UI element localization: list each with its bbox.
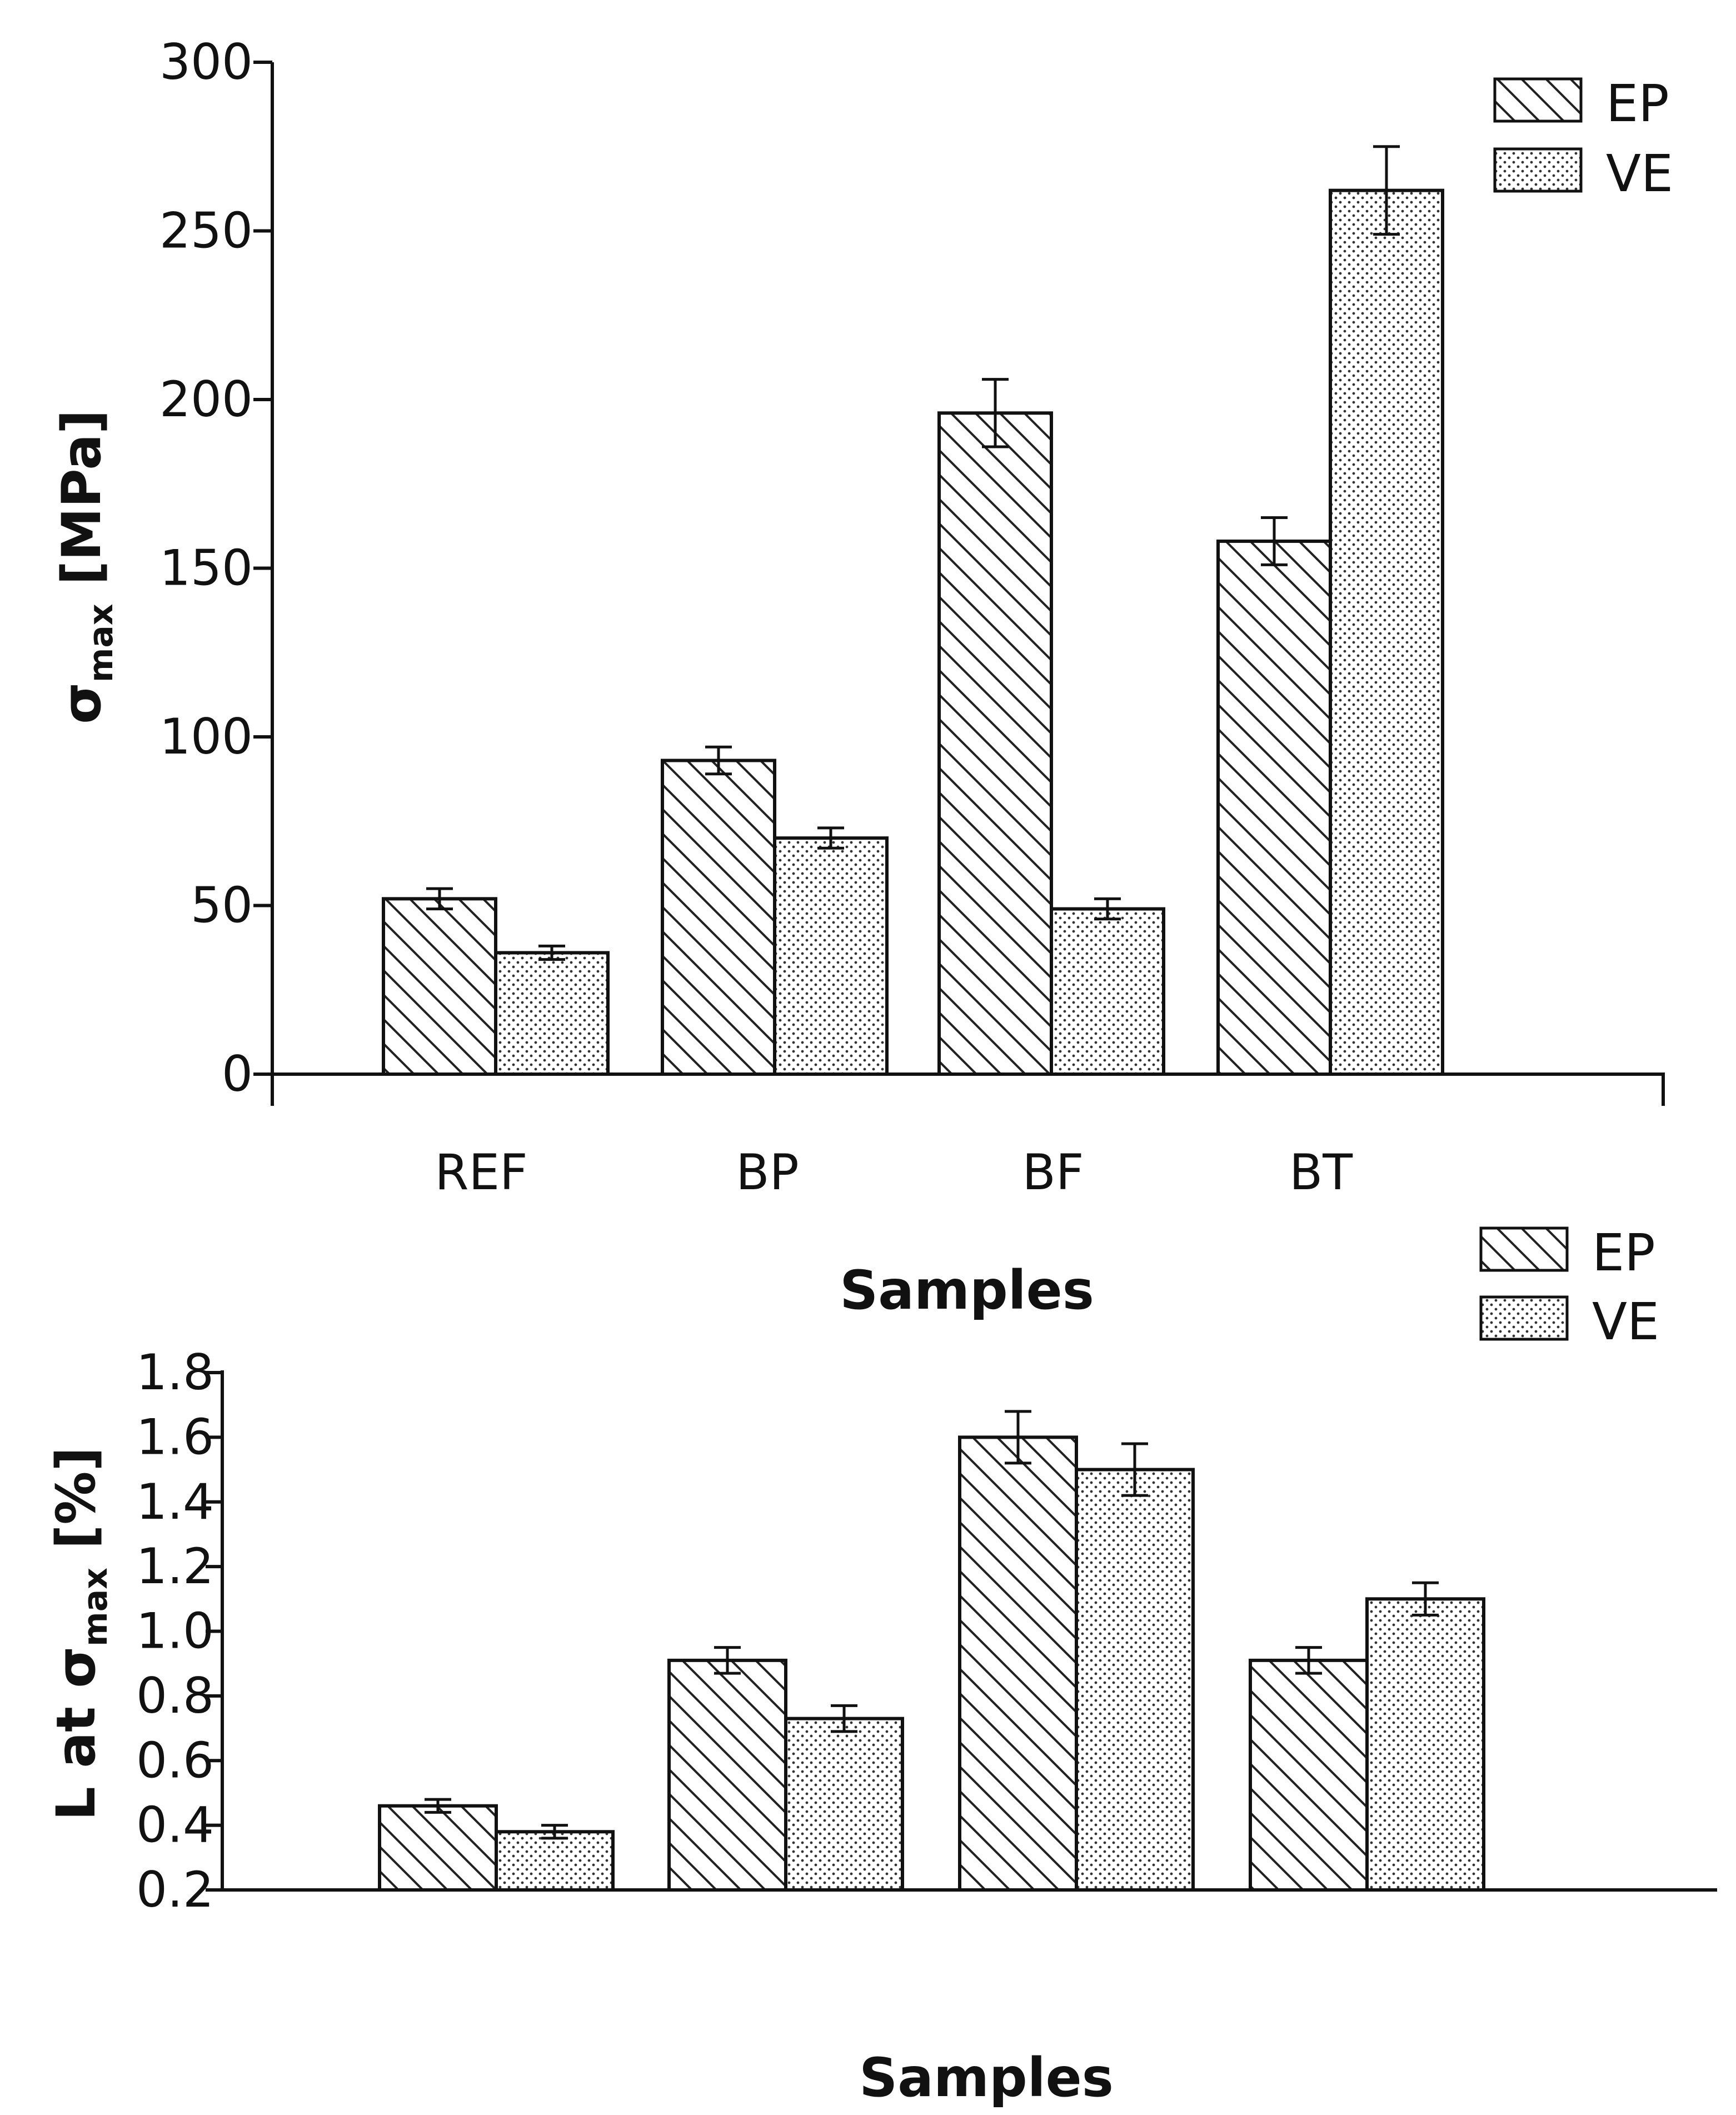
bottom-errorbar-bt-ve xyxy=(1412,1581,1439,1617)
top-legend-swatch-ep xyxy=(1493,77,1583,123)
top-bar-bf-ep xyxy=(937,411,1053,1076)
bottom-y-axis-label: L at σmax [%] xyxy=(45,1447,115,1821)
top-bar-bt-ep xyxy=(1216,539,1332,1076)
bottom-errorbar-bp-ve xyxy=(831,1704,857,1733)
bottom-y-tick-label: 1.6 xyxy=(136,1408,214,1465)
bottom-legend-label-ep: EP xyxy=(1592,1223,1655,1283)
top-errorbar-bp-ep xyxy=(705,745,732,776)
bottom-legend-swatch-ve xyxy=(1479,1295,1569,1341)
bottom-legend-label-ve: VE xyxy=(1592,1292,1659,1351)
bottom-y-tick-label: 0.8 xyxy=(136,1667,214,1724)
top-y-tick-label: 0 xyxy=(222,1045,253,1103)
top-errorbar-bf-ep xyxy=(982,378,1009,448)
bottom-y-ticks: 0.2 0.4 0.6 0.8 1.0 1.2 1.4 1.6 1.8 xyxy=(136,1344,222,1918)
bottom-bar-bp-ep xyxy=(667,1658,787,1892)
bottom-y-tick-label: 0.2 xyxy=(136,1861,214,1918)
top-legend: EP VE xyxy=(1493,74,1673,203)
top-x-tick-label-bt: BT xyxy=(1289,1144,1353,1201)
bottom-bar-bf-ve xyxy=(1075,1468,1195,1892)
top-x-tick-label-ref: REF xyxy=(435,1144,527,1201)
top-errorbar-bt-ep xyxy=(1261,516,1288,566)
top-x-tick-labels: REF BP BF BT xyxy=(435,1144,1353,1201)
top-legend-swatch-ve xyxy=(1493,147,1583,193)
bottom-y-tick-label: 1.0 xyxy=(136,1603,214,1660)
bottom-bar-bt-ve xyxy=(1365,1597,1485,1892)
top-y-tick-label: 150 xyxy=(159,540,253,597)
top-y-tick-label: 200 xyxy=(159,371,253,428)
top-x-axis-label: Samples xyxy=(840,1259,1094,1321)
bottom-errorbar-ref-ve xyxy=(541,1824,568,1840)
bottom-y-tick-label: 1.8 xyxy=(136,1344,214,1401)
bottom-y-tick-label: 1.2 xyxy=(136,1538,214,1595)
top-x-tick-label-bp: BP xyxy=(736,1144,799,1201)
bottom-errorbar-bf-ep xyxy=(1005,1410,1031,1465)
bottom-bar-bf-ep xyxy=(958,1435,1078,1892)
top-y-ticks: 0 50 100 150 200 250 300 xyxy=(159,33,272,1103)
bottom-bar-bp-ve xyxy=(784,1717,904,1892)
top-errorbar-ref-ep xyxy=(426,887,453,911)
top-bar-ref-ep xyxy=(382,897,497,1076)
top-errorbar-bp-ve xyxy=(817,826,844,850)
top-y-axis-label: σmax [MPa] xyxy=(51,410,121,724)
bottom-bar-ref-ep xyxy=(378,1804,498,1892)
top-legend-label-ep: EP xyxy=(1606,74,1669,133)
bottom-error-bars xyxy=(425,1410,1439,1840)
bottom-errorbar-bt-ep xyxy=(1295,1646,1322,1675)
bottom-x-axis-label: Samples xyxy=(859,2047,1114,2109)
top-y-tick-label: 100 xyxy=(159,708,253,765)
bottom-legend-swatch-ep xyxy=(1479,1226,1569,1272)
bottom-bar-ref-ve xyxy=(495,1830,615,1892)
bottom-errorbar-bp-ep xyxy=(714,1646,741,1675)
bottom-errorbar-ref-ep xyxy=(425,1798,451,1814)
bottom-y-tick-label: 0.6 xyxy=(136,1732,214,1789)
bottom-errorbar-bf-ve xyxy=(1121,1442,1148,1497)
top-y-tick-label: 300 xyxy=(159,33,253,91)
top-errorbar-bf-ve xyxy=(1094,897,1121,921)
bottom-y-tick-label: 1.4 xyxy=(136,1473,214,1530)
top-y-tick-label: 50 xyxy=(191,877,253,934)
top-errorbar-bt-ve xyxy=(1373,145,1400,236)
top-bars xyxy=(382,188,1444,1076)
chart-elongation: 0.2 0.4 0.6 0.8 1.0 1.2 1.4 1.6 1.8 Samples L at… xyxy=(45,1223,1717,2109)
top-y-tick-label: 250 xyxy=(159,202,253,260)
top-bar-bp-ve xyxy=(773,836,889,1076)
top-x-tick-label-bf: BF xyxy=(1022,1144,1084,1201)
top-error-bars xyxy=(426,145,1400,961)
bottom-legend: EP VE xyxy=(1479,1223,1659,1351)
top-bar-bt-ve xyxy=(1329,188,1444,1076)
bottom-y-tick-label: 0.4 xyxy=(136,1797,214,1854)
bottom-bars xyxy=(378,1435,1485,1892)
bottom-bar-bt-ep xyxy=(1249,1658,1369,1892)
top-bar-ref-ve xyxy=(494,951,610,1076)
top-legend-label-ve: VE xyxy=(1606,144,1673,203)
top-bar-bp-ep xyxy=(661,759,776,1076)
top-errorbar-ref-ve xyxy=(538,944,565,961)
top-bar-bf-ve xyxy=(1050,907,1165,1076)
